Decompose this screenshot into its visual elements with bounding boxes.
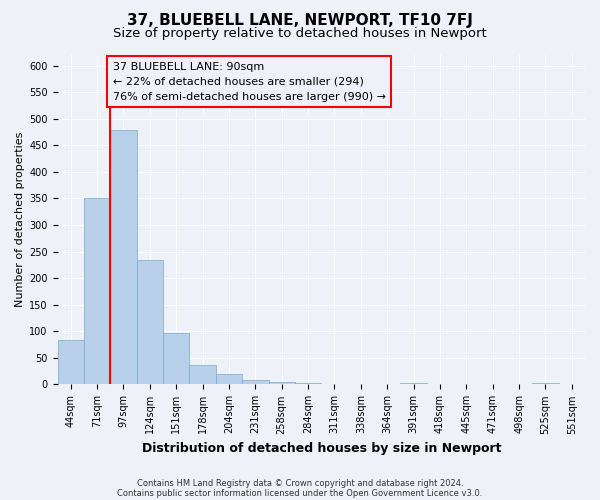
Bar [190,365,216,384]
Bar [242,380,269,384]
Bar [137,260,163,384]
Text: Contains HM Land Registry data © Crown copyright and database right 2024.: Contains HM Land Registry data © Crown c… [137,478,463,488]
Bar [110,130,137,384]
Bar [163,333,190,384]
Bar [295,383,321,384]
Text: 37, BLUEBELL LANE, NEWPORT, TF10 7FJ: 37, BLUEBELL LANE, NEWPORT, TF10 7FJ [127,12,473,28]
X-axis label: Distribution of detached houses by size in Newport: Distribution of detached houses by size … [142,442,501,455]
Bar [216,374,242,384]
Text: 37 BLUEBELL LANE: 90sqm
← 22% of detached houses are smaller (294)
76% of semi-d: 37 BLUEBELL LANE: 90sqm ← 22% of detache… [113,62,386,102]
Text: Contains public sector information licensed under the Open Government Licence v3: Contains public sector information licen… [118,488,482,498]
Bar [84,198,110,384]
Bar [269,382,295,384]
Y-axis label: Number of detached properties: Number of detached properties [15,132,25,308]
Text: Size of property relative to detached houses in Newport: Size of property relative to detached ho… [113,28,487,40]
Bar [58,340,84,384]
